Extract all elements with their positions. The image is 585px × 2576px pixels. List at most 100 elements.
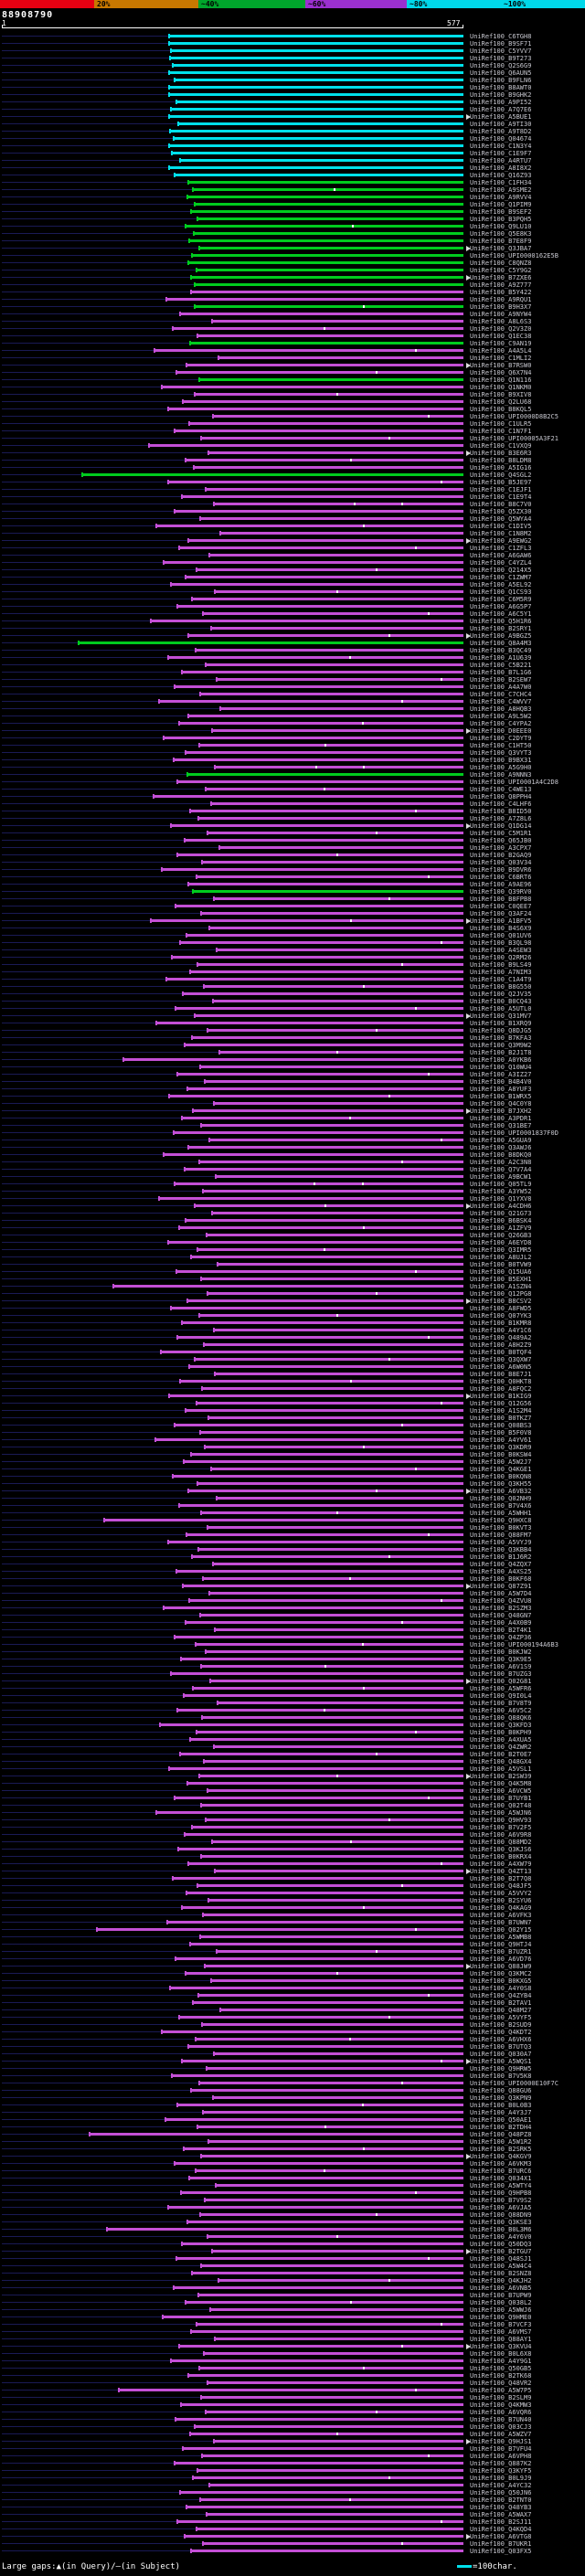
hit-label[interactable]: UniRef100_B4S6X9 [470,925,532,932]
hit-label[interactable]: UniRef100_A4XUA5 [470,1736,532,1744]
hit-bar[interactable] [170,1307,463,1309]
hit-bar[interactable] [176,2257,463,2260]
hit-bar[interactable] [167,656,463,659]
hit-bar[interactable] [190,210,463,213]
hit-bar[interactable] [157,700,463,703]
hit-label[interactable]: UniRef100_Q48JF5 [470,1882,532,1890]
hit-label[interactable]: UniRef100_A6VFK3 [470,1912,532,1919]
hit-bar[interactable] [166,1241,463,1244]
hit-bar[interactable] [219,532,463,535]
hit-label[interactable]: UniRef100_Q4SGL2 [470,472,532,479]
hit-bar[interactable] [191,1109,463,1112]
hit-label[interactable]: UniRef100_B7UZR1 [470,1948,532,1956]
hit-label[interactable]: UniRef100_Q2LU68 [470,398,532,406]
hit-bar[interactable] [197,2367,463,2369]
hit-label[interactable]: UniRef100_C1EJF1 [470,486,532,493]
hit-bar[interactable] [78,641,463,644]
hit-bar[interactable] [208,927,463,929]
hit-label[interactable]: UniRef100_A8L6S3 [470,318,532,325]
hit-label[interactable]: UniRef100_Q88AY1 [470,2336,532,2343]
hit-label[interactable]: UniRef100_A5W7D4 [470,1590,532,1597]
hit-label[interactable]: UniRef100_Q2V3Z0 [470,325,532,333]
hit-label[interactable]: UniRef100_Q1YXV8 [470,1195,532,1203]
hit-bar[interactable] [192,232,463,235]
hit-bar[interactable] [214,2337,463,2340]
hit-label[interactable]: UniRef100_Q88FM7 [470,1532,532,1539]
hit-label[interactable]: UniRef100_Q5H1R6 [470,618,532,625]
hit-label[interactable]: UniRef100_Q31BE7 [470,1122,532,1129]
hit-bar[interactable] [208,1592,463,1595]
hit-bar[interactable] [190,1555,463,1558]
hit-bar[interactable] [204,1650,463,1653]
hit-bar[interactable] [215,1175,463,1178]
hit-label[interactable]: UniRef100_A3PDR1 [470,1115,532,1122]
hit-bar[interactable] [178,1753,463,1755]
hit-bar[interactable] [188,1365,463,1368]
hit-bar[interactable] [176,101,463,103]
hit-bar[interactable] [209,1979,463,1982]
hit-bar[interactable] [184,1219,463,1222]
hit-bar[interactable] [184,2301,463,2304]
hit-label[interactable]: UniRef100_A9L5W2 [470,713,532,720]
hit-label[interactable]: UniRef100_Q1DG14 [470,822,532,830]
hit-label[interactable]: UniRef100_A6VPH8 [470,2453,532,2460]
hit-bar[interactable] [155,525,463,527]
hit-label[interactable]: UniRef100_B2T0E7 [470,1751,532,1758]
hit-bar[interactable] [198,1065,463,1068]
hit-bar[interactable] [170,152,463,154]
hit-bar[interactable] [154,1438,463,1441]
hit-label[interactable]: UniRef100_Q3IMR5 [470,1246,532,1254]
hit-bar[interactable] [155,1022,463,1024]
hit-bar[interactable] [190,2330,463,2333]
hit-label[interactable]: UniRef100_UPI00005A3F21 [470,435,558,442]
hit-bar[interactable] [189,810,463,812]
hit-label[interactable]: UniRef100_Q4ZVU8 [470,1597,532,1605]
hit-label[interactable]: UniRef100_Q39RV0 [470,888,532,896]
hit-label[interactable]: UniRef100_C5Y9G2 [470,267,532,274]
hit-bar[interactable] [210,1840,463,1843]
hit-bar[interactable] [201,1387,463,1390]
hit-bar[interactable] [190,598,463,600]
hit-bar[interactable] [198,1431,463,1434]
hit-label[interactable]: UniRef100_A6VKM3 [470,2160,532,2168]
hit-bar[interactable] [196,568,463,571]
hit-label[interactable]: UniRef100_Q5E8K3 [470,230,532,238]
hit-bar[interactable] [165,298,463,301]
hit-label[interactable]: UniRef100_C2DYT9 [470,735,532,742]
hit-label[interactable]: UniRef100_Q6AUN5 [470,69,532,77]
hit-bar[interactable] [202,1913,463,1916]
hit-bar[interactable] [203,1343,463,1346]
hit-bar[interactable] [197,1161,463,1163]
hit-label[interactable]: UniRef100_A4Y6V0 [470,2233,532,2241]
hit-label[interactable]: UniRef100_UPI0000162E5B [470,252,558,260]
hit-bar[interactable] [191,890,463,893]
hit-bar[interactable] [217,2279,463,2282]
hit-label[interactable]: UniRef100_C4LHF6 [470,800,532,808]
hit-bar[interactable] [216,1950,463,1953]
hit-label[interactable]: UniRef100_Q5WYA4 [470,515,532,523]
hit-label[interactable]: UniRef100_B2T4K1 [470,1627,532,1634]
hit-bar[interactable] [183,1694,463,1697]
hit-label[interactable]: UniRef100_A4Y3J7 [470,2109,532,2116]
hit-label[interactable]: UniRef100_B3PQH5 [470,216,532,223]
hit-label[interactable]: UniRef100_B0L0B3 [470,2102,532,2109]
hit-label[interactable]: UniRef100_B0KRX4 [470,1853,532,1860]
hit-bar[interactable] [186,634,463,637]
hit-bar[interactable] [194,305,463,308]
hit-bar[interactable] [210,729,463,732]
hit-label[interactable]: UniRef100_B4B4V0 [470,1078,532,1086]
hit-label[interactable]: UniRef100_B8DKQ0 [470,1151,532,1159]
hit-label[interactable]: UniRef100_B2SW39 [470,1773,532,1780]
hit-bar[interactable] [177,2016,463,2019]
hit-label[interactable]: UniRef100_Q01UV6 [470,932,532,939]
hit-bar[interactable] [206,2235,463,2238]
hit-bar[interactable] [207,1416,463,1419]
hit-bar[interactable] [168,1767,463,1770]
hit-label[interactable]: UniRef100_UPI0000D8B2C5 [470,413,558,420]
hit-label[interactable]: UniRef100_C0QEE7 [470,903,532,910]
hit-bar[interactable] [219,707,463,710]
hit-label[interactable]: UniRef100_B7V9S2 [470,2197,532,2204]
hit-label[interactable]: UniRef100_C1N3Y4 [470,143,532,150]
hit-bar[interactable] [207,2140,463,2143]
hit-bar[interactable] [170,108,463,111]
